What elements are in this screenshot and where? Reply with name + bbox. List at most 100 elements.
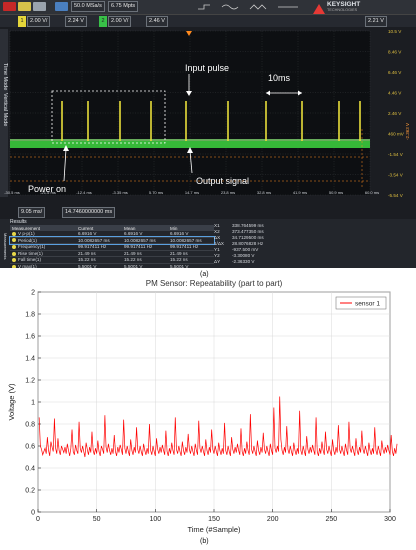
time-scale[interactable]: 9.05 ms/	[18, 207, 46, 218]
ch2-badge[interactable]: 2	[99, 16, 107, 27]
x-tick-label: 200	[267, 516, 279, 523]
measurement-name: Period(1)	[10, 237, 76, 245]
y-tick-label: 1.6	[25, 334, 35, 341]
y-tick-label: 0.8	[25, 422, 35, 429]
col-measurement: Measurement	[10, 225, 76, 231]
trigger-mode-icons	[198, 4, 298, 10]
measurement-value: 21.49 ns	[168, 250, 214, 258]
cursor-value: 338.764599 ms	[232, 223, 264, 228]
channel-bar: 1 2.00 V/ 2.24 V 2 2.00 V/ 2.46 V 2.21 V	[0, 15, 416, 27]
chart-title: PM Sensor: Repeatability (part to part)	[146, 279, 283, 288]
timebase-bar	[0, 197, 416, 208]
volt-tick-label: 10.5 V	[388, 29, 402, 34]
measurement-name: Frequency(1)	[10, 243, 76, 251]
cursor-value: -2.36330 V	[232, 259, 255, 264]
timebase-row: 9.05 ms/ 14.7460000000 ms	[0, 207, 200, 218]
time-delay[interactable]: 14.7460000000 ms	[62, 207, 116, 218]
cursor-key: X1	[214, 223, 220, 228]
cursor-key: 1/ΔX	[214, 241, 224, 246]
volt-tick-label: -3.54 V	[388, 173, 404, 178]
channel-dot-icon	[12, 244, 16, 249]
ch2-offset[interactable]: 2.46 V	[146, 16, 168, 27]
measurement-row[interactable]: Rise time(1) 21.49 ns 21.49 ns 21.49 ns	[10, 250, 214, 258]
trigger-level[interactable]: 2.21 V	[365, 16, 387, 27]
side-delta-readout: -2.363 V	[405, 122, 410, 140]
measurement-row[interactable]: Frequency(1) 99.917411 Hz 99.917411 Hz 99.9…	[10, 243, 214, 251]
measurement-value: 21.49 ns	[122, 250, 168, 258]
col-current: Current	[76, 225, 122, 231]
single-button[interactable]	[18, 2, 31, 11]
measurement-row[interactable]: V max(1) 5.5001 V 5.5001 V 5.5001 V	[10, 263, 214, 268]
measurement-value: 6.6916 V	[168, 231, 214, 238]
time-tick-label: -3.35 ms	[112, 190, 128, 195]
cursor-key: Y2	[214, 253, 220, 258]
measurement-value: 99.917411 Hz	[168, 243, 214, 251]
measurement-value: 99.917411 Hz	[76, 243, 122, 251]
caption-b: (b)	[200, 538, 209, 545]
series-line-sensor-1	[38, 396, 398, 458]
y-tick-label: 0.4	[25, 466, 35, 473]
ch1-offset[interactable]: 2.24 V	[65, 16, 87, 27]
x-tick-label: 300	[384, 516, 396, 523]
cursor-key: X2	[214, 229, 220, 234]
measurement-row[interactable]: Period(1) 10.0082657 ms 10.0082657 ms 10.00…	[9, 236, 215, 245]
cursor-row: ΔX 34.7129500 ms	[214, 235, 414, 241]
results-title: Results	[10, 219, 27, 225]
y-axis-label: Voltage (V)	[7, 383, 16, 421]
cursor-key: Y1	[214, 247, 220, 252]
repeatability-chart: 0 50 100 150 200 250 300 0 0.2 0.4 0.6 0.8 1 1.2 1.4 1.…	[7, 279, 398, 534]
wave-icon[interactable]	[55, 2, 68, 11]
time-tick-label: 23.8 ms	[221, 190, 235, 195]
time-tick-label: -21.5 ms	[40, 190, 56, 195]
cursor-key: ΔX	[214, 235, 221, 240]
time-tick-label: 14.7 ms	[185, 190, 199, 195]
measurement-value: 5.5001 V	[122, 263, 168, 268]
measurement-value: 5.5001 V	[168, 263, 214, 268]
channel-dot-icon	[12, 231, 16, 236]
x-tick-label: 50	[93, 516, 101, 523]
ch2-scale[interactable]: 2.00 V/	[108, 16, 132, 27]
cursor-value: 373.477350 ms	[232, 229, 264, 234]
volt-tick-label: 8.46 V	[388, 50, 402, 55]
brand-subtitle: TECHNOLOGIES	[327, 8, 358, 12]
channel-dot-icon	[12, 238, 16, 243]
measurement-value: 15.22 ns	[168, 256, 214, 264]
measurement-row[interactable]: Fall time(1) 15.22 ns 15.22 ns 15.22 ns	[10, 256, 214, 264]
measurement-value: 6.6916 V	[122, 231, 168, 238]
output-signal-trace	[10, 141, 370, 148]
ch1-badge[interactable]: 1	[18, 16, 26, 27]
cursor-row: 1/ΔX 28.8076828 Hz	[214, 241, 414, 247]
y-tick-label: 1.2	[25, 378, 35, 385]
ch1-scale[interactable]: 2.00 V/	[27, 16, 51, 27]
col-mean: Mean	[122, 225, 168, 231]
top-toolbar: 50.0 MSa/s 6.75 Mpts KEYSIGHT TECHNOLOGI…	[0, 0, 416, 15]
measurement-value: 10.0082657 ms	[76, 237, 122, 245]
x-tick-label: 100	[149, 516, 161, 523]
auto-scale-button[interactable]	[33, 2, 46, 11]
results-tab[interactable]: Measurements	[3, 233, 8, 260]
power-on-highlight-box	[51, 90, 166, 144]
arrow-head	[266, 90, 270, 96]
time-tick-label: 32.8 ms	[257, 190, 271, 195]
measurement-row[interactable]: V p-p(1) 6.6916 V 6.6916 V 6.6916 V	[10, 231, 214, 238]
x-tick-label: 0	[36, 516, 40, 523]
annotation-input-pulse: Input pulse	[185, 63, 229, 73]
time-tick-label: 41.9 ms	[293, 190, 307, 195]
time-tick-label: 50.9 ms	[329, 190, 343, 195]
caption-a: (a)	[200, 271, 209, 278]
annotation-power-on: Power on	[28, 184, 66, 194]
x-axis-label: Time (#Sample)	[187, 525, 241, 534]
cursor-row: X2 373.477350 ms	[214, 229, 414, 235]
volt-tick-label: 2.46 V	[388, 111, 402, 116]
arrow-head	[63, 145, 69, 151]
arrow-power-on	[63, 148, 67, 182]
run-stop-button[interactable]	[3, 2, 16, 11]
keysight-logo	[313, 1, 325, 14]
y-tick-label: 0	[31, 510, 35, 517]
y-tick-label: 0.6	[25, 444, 35, 451]
x-tick-label: 150	[208, 516, 220, 523]
cursor-row: Y2 -3.30080 V	[214, 253, 414, 259]
measurement-name: V max(1)	[10, 263, 76, 268]
sample-rate-readout: 50.0 MSa/s	[71, 1, 105, 12]
channel-dot-icon	[12, 258, 16, 263]
